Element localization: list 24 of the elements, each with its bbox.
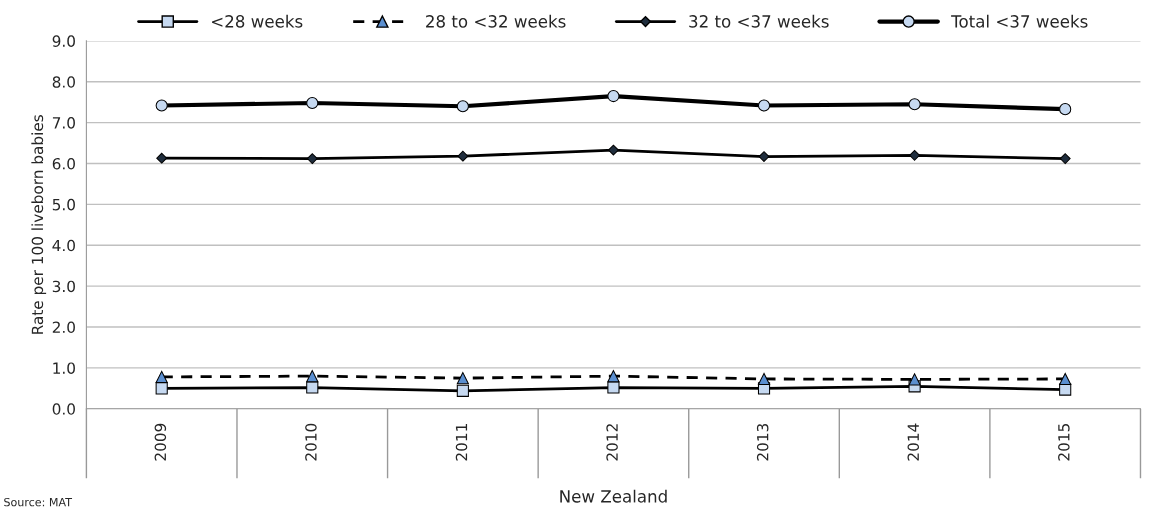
x-tick-label: 2012 [606,424,618,461]
y-tick-label: 3.0 [52,280,75,293]
y-tick-label: 9.0 [52,35,75,47]
x-tick-label: 2014 [907,423,920,461]
source-note: Source: MAT [4,497,73,507]
y-tick-label: 1.0 [53,362,75,374]
x-tick-label: 2015 [1058,424,1070,461]
y-tick-label: 7.0 [52,117,75,129]
y-axis-title: Rate per 100 liveborn babies [31,115,47,334]
x-tick-label: 2013 [756,423,769,461]
y-tick-label: 2.0 [52,321,75,334]
legend-label: 28 to <32 weeks [426,14,566,28]
legend-label: 32 to <37 weeks [689,14,829,28]
y-tick-label: 6.0 [52,157,75,170]
y-tick-label: 8.0 [52,76,75,88]
x-tick-label: 2009 [154,423,167,461]
x-tick-label: 2010 [305,423,317,461]
x-axis-title: New Zealand [560,489,667,503]
legend-label: Total <37 weeks [951,14,1088,28]
y-tick-label: 0.0 [52,403,75,415]
y-tick-label: 5.0 [52,198,75,211]
x-tick-label: 2011 [455,424,468,461]
legend-label: <28 weeks [212,14,303,28]
y-tick-label: 4.0 [52,239,75,252]
